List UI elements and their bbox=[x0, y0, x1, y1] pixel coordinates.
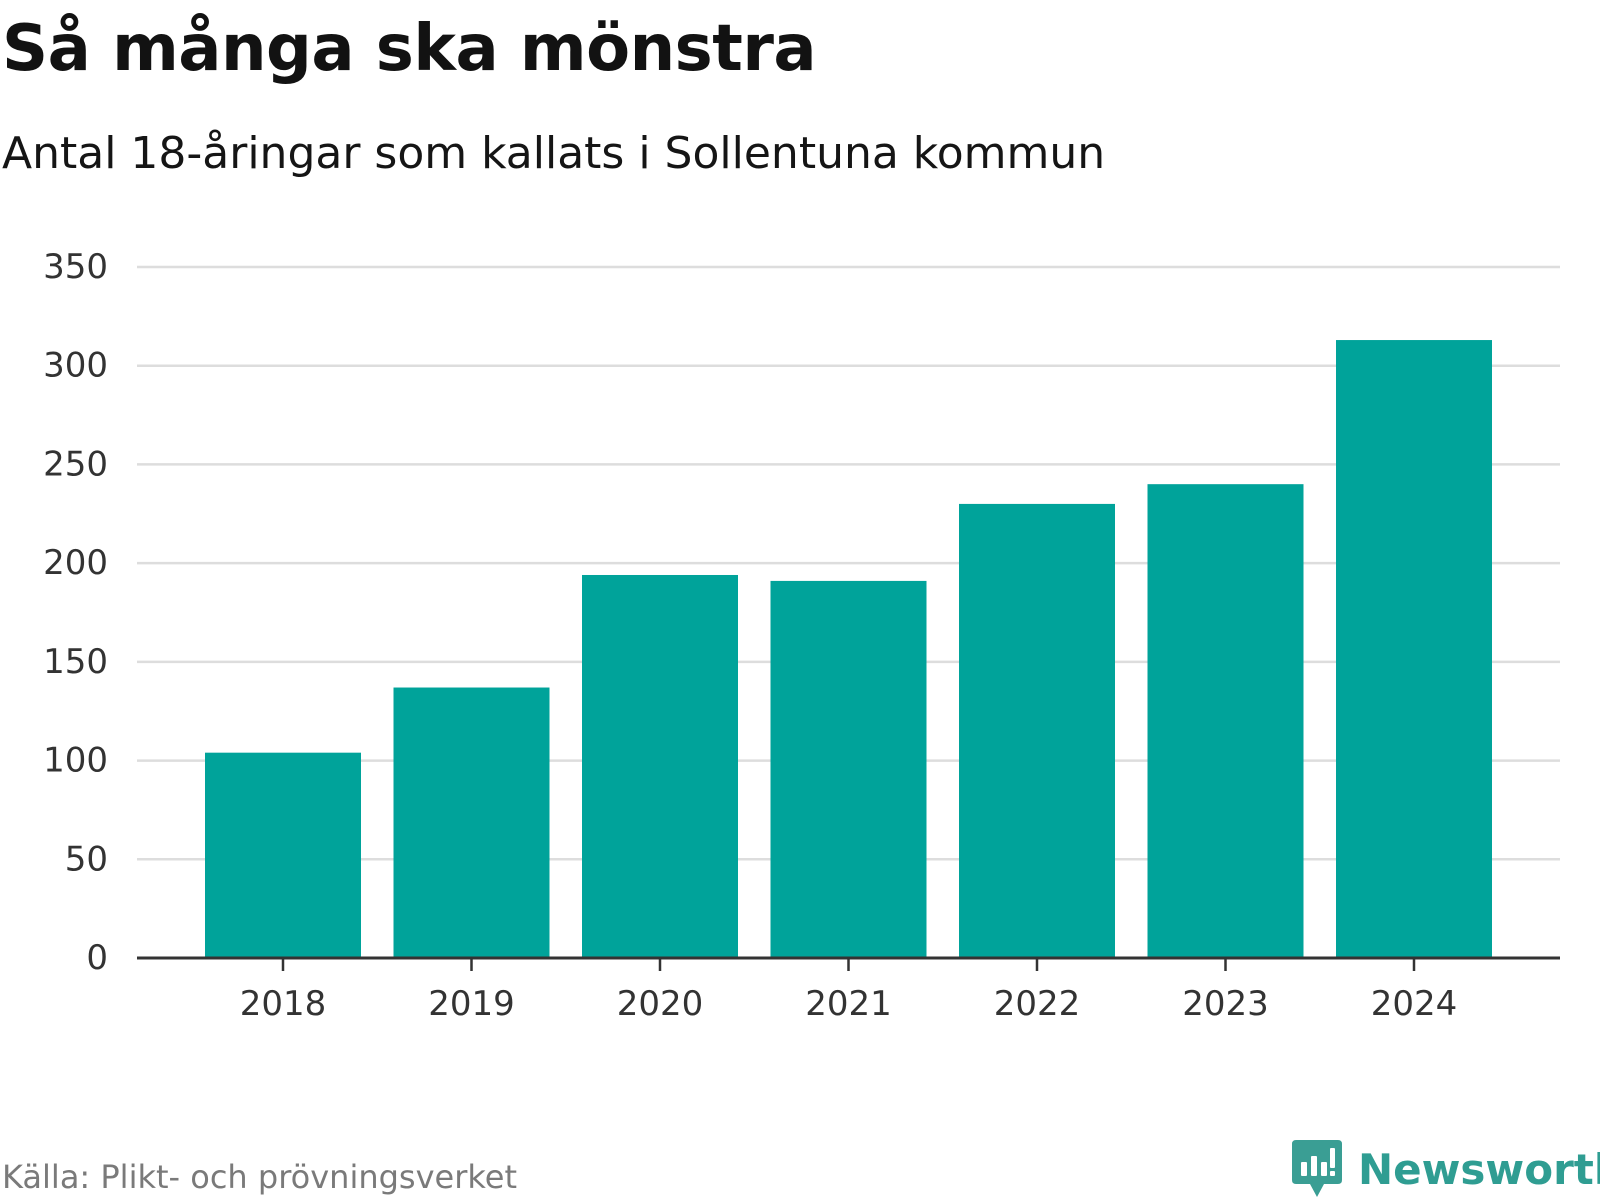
newsworthy-logo-icon bbox=[1292, 1140, 1342, 1197]
x-tick-label: 2024 bbox=[1371, 984, 1458, 1024]
chart-title: Så många ska mönstra bbox=[2, 12, 817, 86]
brand-name: Newsworthy bbox=[1358, 1144, 1600, 1194]
chart-subtitle: Antal 18-åringar som kallats i Sollentun… bbox=[2, 128, 1106, 179]
bar-2022 bbox=[959, 503, 1115, 958]
x-tick-label: 2023 bbox=[1182, 984, 1269, 1024]
x-tick-label: 2018 bbox=[240, 984, 327, 1024]
y-tick-label: 350 bbox=[43, 247, 108, 287]
y-tick-label: 50 bbox=[65, 839, 108, 879]
y-tick-label: 0 bbox=[86, 938, 108, 978]
y-tick-label: 200 bbox=[43, 543, 108, 583]
x-axis-ticks bbox=[281, 958, 1416, 971]
bar-2018 bbox=[205, 752, 361, 958]
bar-2020 bbox=[582, 574, 738, 958]
y-tick-label: 150 bbox=[43, 642, 108, 682]
y-tick-label: 300 bbox=[43, 346, 108, 386]
source-note: Källa: Plikt- och prövningsverket bbox=[2, 1158, 517, 1196]
bar-2019 bbox=[393, 687, 550, 958]
y-tick-label: 100 bbox=[43, 741, 108, 781]
bar-2021 bbox=[770, 580, 927, 958]
x-axis-labels: 2018 2019 2020 2021 2022 2023 2024 bbox=[240, 984, 1458, 1024]
bar-2024 bbox=[1336, 340, 1492, 958]
y-axis-labels: 0 50 100 150 200 250 300 350 bbox=[43, 247, 108, 978]
brand-logo: Newsworthy bbox=[1292, 1140, 1600, 1198]
x-tick-label: 2022 bbox=[994, 984, 1081, 1024]
bar-2023 bbox=[1147, 484, 1304, 958]
x-tick-label: 2020 bbox=[617, 984, 704, 1024]
x-tick-label: 2021 bbox=[805, 984, 892, 1024]
y-tick-label: 250 bbox=[43, 444, 108, 484]
bars bbox=[205, 340, 1492, 958]
x-tick-label: 2019 bbox=[428, 984, 515, 1024]
